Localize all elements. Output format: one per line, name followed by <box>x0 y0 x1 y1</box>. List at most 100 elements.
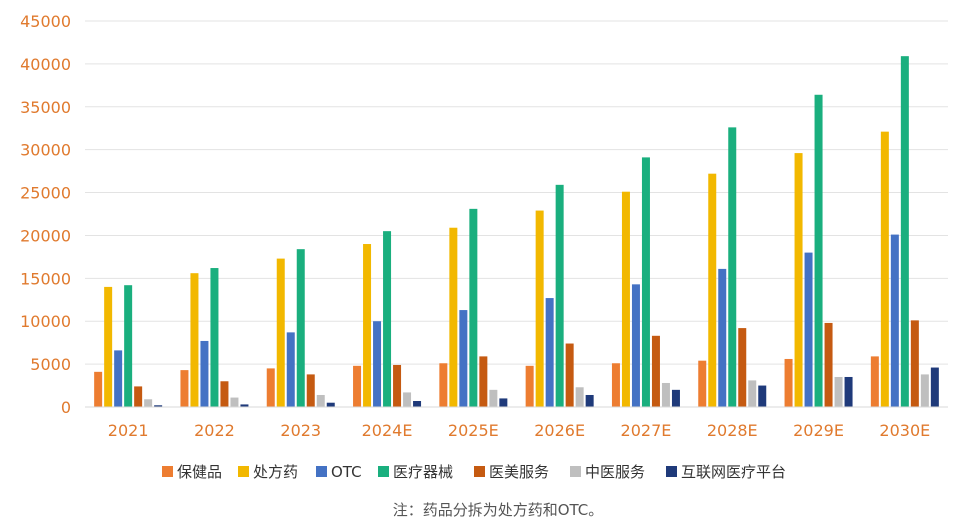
legend-swatch <box>162 466 173 477</box>
bar <box>758 385 767 407</box>
bar <box>525 365 534 407</box>
bar <box>748 380 757 407</box>
y-tick-label: 20000 <box>20 226 71 245</box>
bar <box>124 285 133 407</box>
bar <box>870 356 879 407</box>
legend-label: 中医服务 <box>585 463 645 481</box>
bar <box>94 371 103 407</box>
legend-label: OTC <box>331 463 362 481</box>
bar <box>363 244 372 407</box>
x-axis-ticks: 2021 2022 2023 2024E 2025E 2026E 2027E 2028E 202… <box>108 421 930 440</box>
bar <box>738 328 747 407</box>
legend-swatch <box>316 466 327 477</box>
bar <box>708 173 717 407</box>
bar <box>535 210 544 407</box>
bar <box>134 386 143 407</box>
bar <box>890 234 899 407</box>
bar <box>104 286 113 407</box>
legend-label: 保健品 <box>177 463 222 481</box>
bar <box>393 364 402 407</box>
y-tick-label: 5000 <box>30 355 71 374</box>
legend-label: 医疗器械 <box>393 463 453 481</box>
legend-label: 医美服务 <box>489 463 549 481</box>
bar <box>220 381 229 407</box>
bar <box>180 370 189 407</box>
legend-swatch <box>378 466 389 477</box>
bar <box>489 389 498 407</box>
bar <box>555 184 564 407</box>
x-tick-label: 2028E <box>707 421 758 440</box>
y-tick-label: 0 <box>61 398 71 417</box>
bar <box>641 157 650 407</box>
y-axis-ticks: 0 5000 10000 15000 20000 25000 30000 35000 40000… <box>20 12 71 417</box>
bar <box>585 394 594 407</box>
bar <box>621 191 630 407</box>
bar <box>671 389 680 407</box>
bar <box>575 387 584 407</box>
bar <box>144 399 153 407</box>
y-tick-label: 15000 <box>20 269 71 288</box>
bar <box>718 268 727 407</box>
bar <box>276 258 285 407</box>
x-tick-label: 2024E <box>362 421 413 440</box>
bar <box>880 131 889 408</box>
y-tick-label: 35000 <box>20 98 71 117</box>
y-tick-label: 40000 <box>20 55 71 74</box>
y-tick-label: 25000 <box>20 184 71 203</box>
bar <box>910 320 919 407</box>
bar <box>545 298 554 407</box>
bar <box>266 368 275 407</box>
bar <box>114 350 123 407</box>
bar <box>373 321 382 407</box>
bar <box>784 358 793 407</box>
bar <box>230 397 239 407</box>
bar <box>449 227 458 407</box>
legend-swatch <box>570 466 581 477</box>
bar <box>383 231 392 407</box>
bar <box>499 398 508 407</box>
bar <box>794 153 803 407</box>
bar <box>326 402 335 407</box>
x-tick-label: 2027E <box>621 421 672 440</box>
legend-label: 处方药 <box>253 463 298 481</box>
x-tick-label: 2021 <box>108 421 149 440</box>
legend: 保健品 处方药 OTC 医疗器械 医美服务 中医服务 互联网医疗平台 <box>162 463 786 481</box>
bar <box>286 332 295 407</box>
bar <box>296 249 305 407</box>
bar <box>210 268 219 407</box>
bar <box>651 335 660 407</box>
bar <box>353 365 362 407</box>
bar <box>240 404 249 407</box>
bars <box>94 56 939 408</box>
bar <box>824 322 833 407</box>
legend-swatch <box>666 466 677 477</box>
y-tick-label: 10000 <box>20 312 71 331</box>
bar <box>920 374 929 407</box>
footnote: 注：药品分拆为处方药和OTC。 <box>393 501 604 519</box>
bar <box>469 208 478 407</box>
bar <box>611 363 620 407</box>
bar <box>728 127 737 407</box>
legend-label: 互联网医疗平台 <box>681 463 786 481</box>
bar <box>190 273 199 407</box>
bar <box>459 310 468 407</box>
bar <box>565 343 574 407</box>
x-tick-label: 2023 <box>280 421 321 440</box>
gridlines <box>85 20 948 365</box>
bar <box>814 94 823 407</box>
x-tick-label: 2026E <box>534 421 585 440</box>
y-tick-label: 30000 <box>20 141 71 160</box>
bar <box>403 392 412 407</box>
legend-swatch <box>238 466 249 477</box>
bar <box>439 363 448 407</box>
bar <box>661 382 670 407</box>
x-tick-label: 2029E <box>793 421 844 440</box>
legend-swatch <box>474 466 485 477</box>
bar <box>834 376 843 407</box>
bar <box>306 374 315 407</box>
x-tick-label: 2030E <box>879 421 930 440</box>
bar <box>900 56 909 408</box>
bar <box>154 405 163 407</box>
bar <box>844 376 853 407</box>
